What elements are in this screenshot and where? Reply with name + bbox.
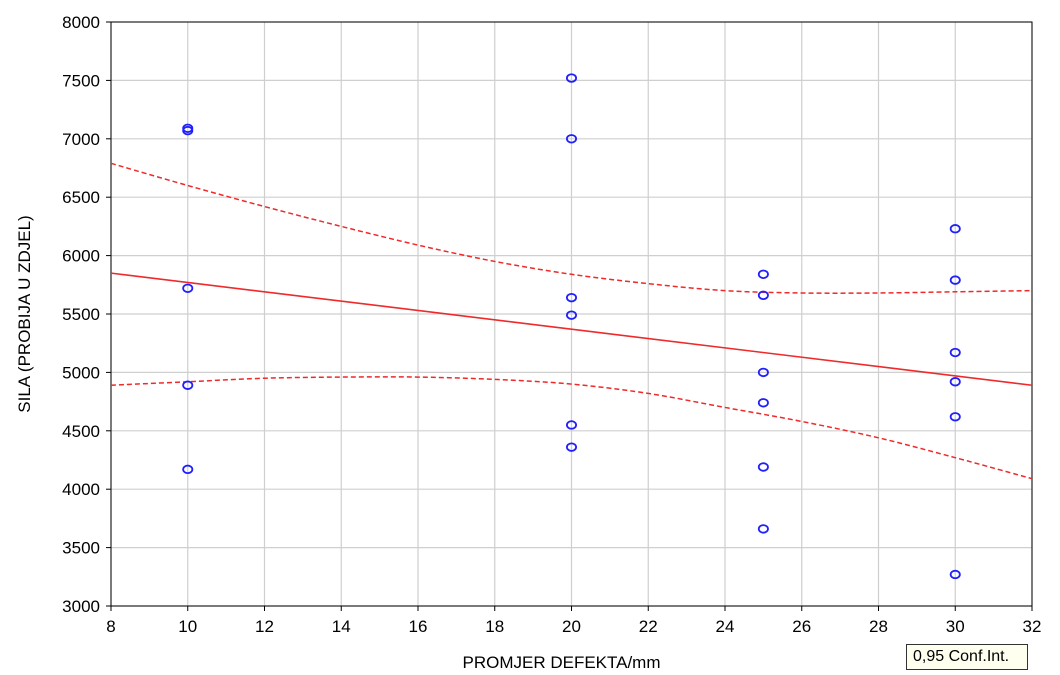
lower-confidence-band — [110, 376, 1033, 480]
x-tick-labels: 8 10 12 14 16 18 20 22 24 26 28 30 32 — [106, 606, 1041, 636]
point-layer — [182, 73, 961, 580]
data-point — [182, 283, 194, 294]
x-tick-label: 26 — [792, 617, 811, 636]
y-tick-label: 7500 — [62, 71, 100, 90]
upper-confidence-band — [110, 162, 1033, 294]
x-tick-label: 20 — [562, 617, 581, 636]
x-tick-label: 16 — [409, 617, 428, 636]
y-tick-label: 8000 — [62, 13, 100, 32]
series-layer — [110, 162, 1033, 480]
y-tick-label: 4500 — [62, 422, 100, 441]
data-point — [757, 367, 769, 378]
y-tick-label: 4000 — [62, 480, 100, 499]
x-tick-label: 28 — [869, 617, 888, 636]
x-tick-label: 18 — [485, 617, 504, 636]
data-point — [566, 442, 578, 452]
x-tick-label: 32 — [1023, 617, 1042, 636]
data-point — [949, 377, 961, 387]
y-tick-label: 6000 — [62, 247, 100, 266]
y-tick-label: 7000 — [62, 130, 100, 149]
x-tick-label: 22 — [639, 617, 658, 636]
data-point — [949, 347, 961, 358]
data-point — [566, 134, 578, 144]
data-point — [757, 290, 769, 301]
x-axis-title: PROMJER DEFEKTA/mm — [462, 653, 660, 672]
y-tick-label: 5500 — [62, 305, 100, 324]
y-tick-label: 6500 — [62, 188, 100, 207]
data-point — [949, 224, 961, 234]
x-tick-label: 24 — [716, 617, 735, 636]
data-point — [566, 292, 578, 303]
x-tick-label: 30 — [946, 617, 965, 636]
data-point — [757, 398, 769, 408]
data-point — [757, 524, 769, 534]
data-point — [566, 420, 578, 430]
data-point — [566, 73, 578, 83]
data-point — [949, 275, 961, 285]
y-axis-title: SILA (PROBIJA U ZDJEL) — [15, 215, 34, 412]
x-tick-label: 10 — [178, 617, 197, 636]
data-point — [949, 569, 961, 580]
data-point — [182, 464, 194, 475]
confidence-interval-legend: 0,95 Conf.Int. — [906, 644, 1028, 670]
grid-layer — [110, 21, 1033, 607]
data-point — [757, 462, 769, 472]
y-tick-label: 3500 — [62, 539, 100, 558]
x-tick-label: 8 — [106, 617, 115, 636]
data-point — [949, 412, 961, 422]
data-point — [182, 380, 194, 390]
x-tick-label: 12 — [255, 617, 274, 636]
data-point — [757, 269, 769, 279]
y-tick-label: 5000 — [62, 363, 100, 382]
data-point — [566, 310, 578, 320]
regression-line — [110, 272, 1033, 387]
data-point — [182, 125, 194, 136]
x-tick-label: 14 — [332, 617, 351, 636]
y-tick-label: 3000 — [62, 597, 100, 616]
y-tick-labels: 3000 3500 4000 4500 5000 5500 6000 6500 7000 7500… — [62, 13, 111, 616]
